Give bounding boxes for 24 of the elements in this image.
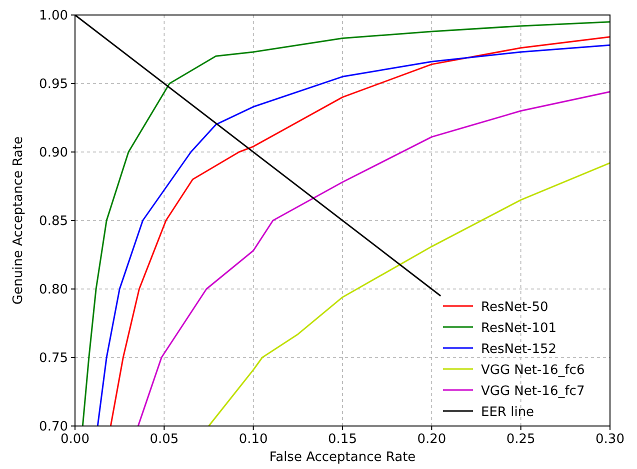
- x-tick-label: 0.10: [238, 432, 268, 447]
- y-tick-label: 1.00: [39, 8, 68, 24]
- y-axis-title: Genuine Acceptance Rate: [11, 136, 26, 305]
- y-tick-label: 0.75: [39, 351, 68, 366]
- legend-label: ResNet-152: [481, 342, 557, 357]
- x-tick-label: 0.20: [417, 432, 446, 447]
- line-series: [137, 90, 611, 427]
- y-tick-label: 0.95: [39, 77, 68, 92]
- x-tick-label: 0.15: [328, 432, 357, 447]
- legend-label: ResNet-50: [481, 300, 548, 315]
- x-tick-label: 0.30: [596, 432, 624, 447]
- y-tick-label: 0.80: [39, 282, 68, 298]
- legend-label: VGG Net-16_fc7: [481, 384, 585, 399]
- y-tick-label: 0.70: [39, 420, 68, 434]
- y-tick-label: 0.85: [39, 214, 68, 229]
- x-axis-title: False Acceptance Rate: [269, 450, 416, 465]
- legend-label: EER line: [481, 405, 534, 420]
- x-tick-label: 0.25: [506, 432, 536, 447]
- y-tick-label: 0.90: [39, 146, 68, 160]
- legend-label: VGG Net-16_fc6: [481, 363, 585, 378]
- legend-label: ResNet-101: [481, 321, 557, 336]
- x-tick-label: 0.05: [150, 432, 179, 447]
- x-tick-label: 0.00: [60, 432, 90, 447]
- line-series: [208, 162, 611, 427]
